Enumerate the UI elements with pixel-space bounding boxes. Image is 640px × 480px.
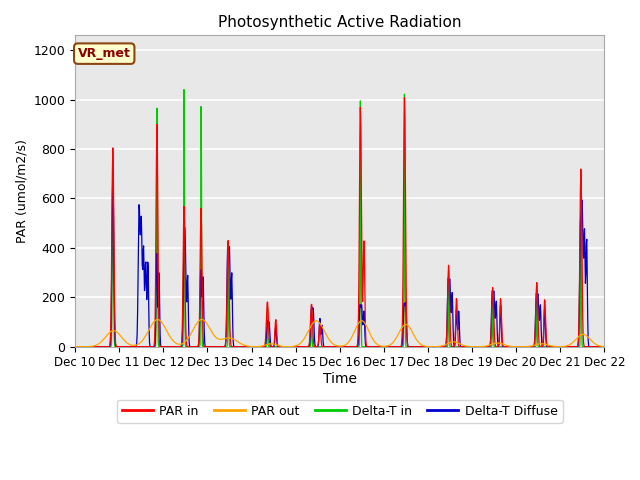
Y-axis label: PAR (umol/m2/s): PAR (umol/m2/s) xyxy=(15,139,28,243)
Legend: PAR in, PAR out, Delta-T in, Delta-T Diffuse: PAR in, PAR out, Delta-T in, Delta-T Dif… xyxy=(117,400,563,423)
X-axis label: Time: Time xyxy=(323,372,356,386)
Text: VR_met: VR_met xyxy=(78,47,131,60)
Title: Photosynthetic Active Radiation: Photosynthetic Active Radiation xyxy=(218,15,461,30)
